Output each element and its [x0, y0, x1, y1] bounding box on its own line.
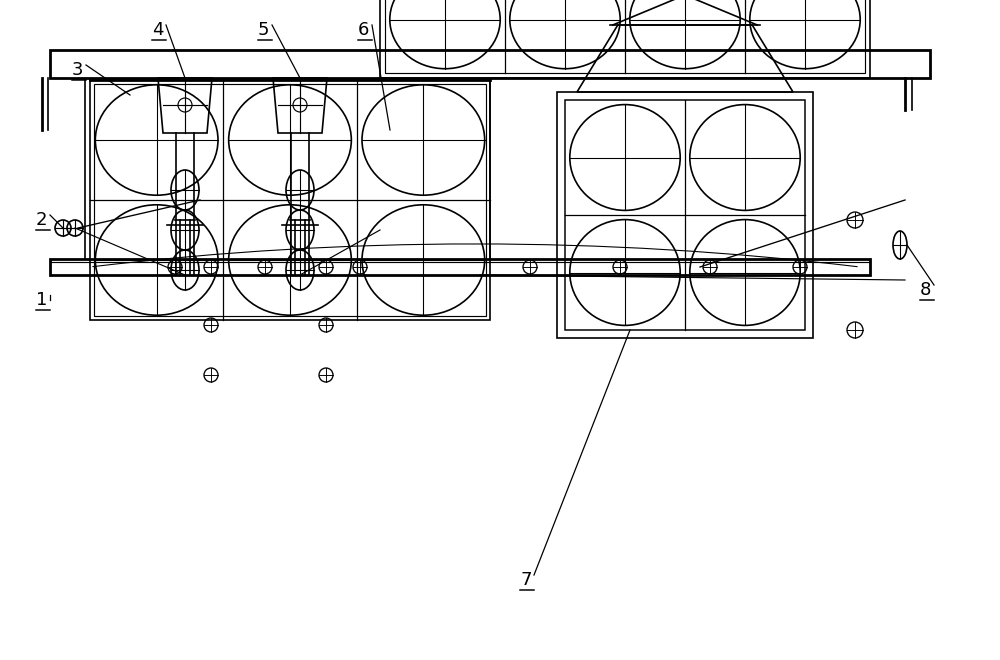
- Bar: [94, 84, 486, 316]
- Bar: [385, 0, 865, 73]
- Text: 6: 6: [358, 21, 369, 39]
- Text: 2: 2: [36, 211, 48, 229]
- Text: 4: 4: [152, 21, 164, 39]
- Bar: [565, 100, 805, 330]
- Bar: [90, 80, 490, 320]
- Text: 8: 8: [920, 281, 931, 299]
- Text: 7: 7: [520, 571, 532, 589]
- Bar: [50, 259, 870, 275]
- Bar: [380, 0, 870, 78]
- Text: 3: 3: [72, 61, 84, 79]
- Bar: [557, 92, 813, 338]
- Text: 5: 5: [258, 21, 270, 39]
- Text: 1: 1: [36, 291, 47, 309]
- Bar: [50, 50, 930, 78]
